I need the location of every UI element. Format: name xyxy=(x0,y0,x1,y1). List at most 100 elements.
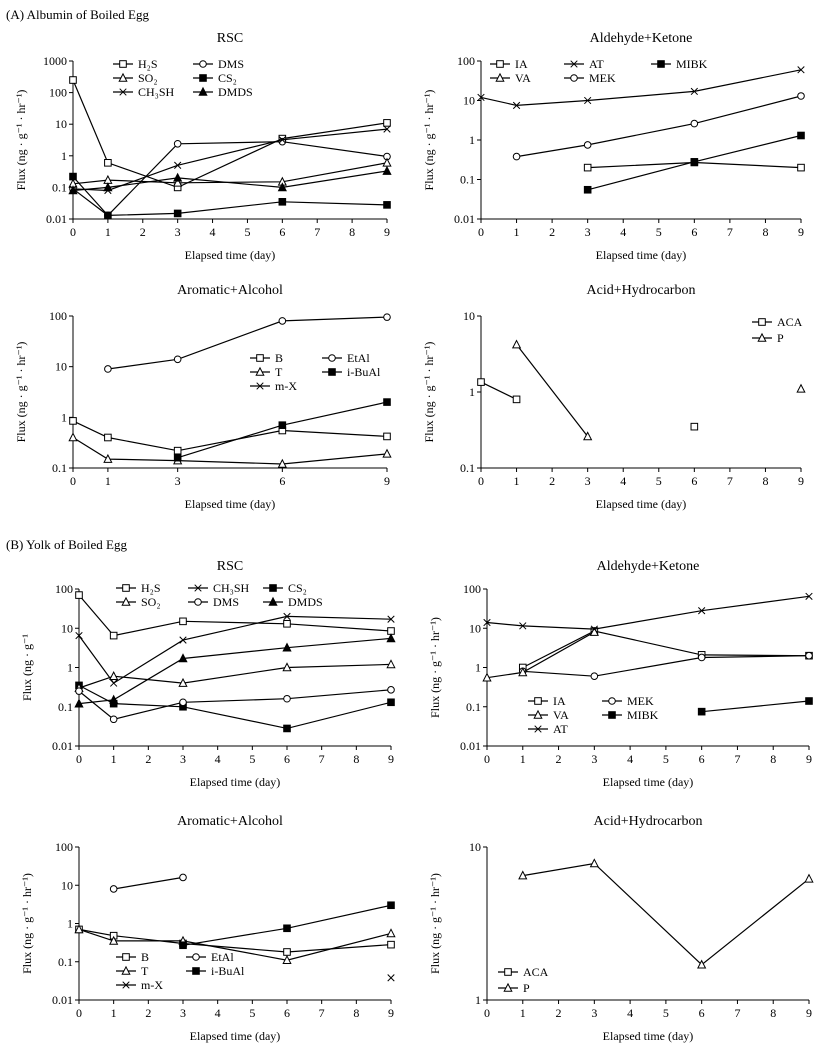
data-point xyxy=(282,662,292,672)
data-point xyxy=(805,592,813,600)
chart-title: Acid+Hydrocarbon xyxy=(587,283,696,298)
x-axis-label: Elapsed time (day) xyxy=(190,1029,281,1043)
data-point xyxy=(386,659,396,669)
data-point xyxy=(386,633,396,643)
x-axis-label: Elapsed time (day) xyxy=(603,775,694,789)
chart-A1: RSC 0.01 0.1 1 10 100 1000 0 1 2 3 4 5 6 7 8 9 Elapsed ti… xyxy=(14,31,392,262)
legend-label: EtAl xyxy=(347,351,370,365)
series-1 xyxy=(75,612,395,687)
y-tick-label: 100 xyxy=(49,309,67,323)
legend-marker xyxy=(269,584,277,592)
data-point xyxy=(483,618,491,627)
x-tick-label: 8 xyxy=(770,1006,776,1020)
legend-marker xyxy=(503,982,513,992)
chart-title: Aldehyde+Ketone xyxy=(597,559,700,574)
legend-label: H₂S xyxy=(138,57,158,71)
y-axis-label: Flux (ng · g⁻¹ · hr⁻¹) xyxy=(422,90,436,191)
data-point xyxy=(590,625,598,633)
y-tick-label: 10 xyxy=(469,621,481,635)
x-tick-label: 5 xyxy=(663,1006,669,1020)
series-4 xyxy=(512,92,805,161)
legend: H₂S CH₃SH CS₂ SO₂ DMS DMDS xyxy=(116,581,323,609)
x-tick-label: 4 xyxy=(210,225,216,239)
data-point xyxy=(477,378,485,386)
data-point xyxy=(104,365,112,373)
data-point xyxy=(278,421,287,429)
y-tick-label: 0.1 xyxy=(52,180,67,194)
chart-title: RSC xyxy=(217,559,243,574)
y-tick-label: 10 xyxy=(55,117,67,131)
legend-marker xyxy=(192,953,200,961)
x-tick-label: 5 xyxy=(663,752,669,766)
series-line xyxy=(480,381,517,400)
data-point xyxy=(174,161,182,169)
x-tick-label: 2 xyxy=(145,752,151,766)
x-axis-label: Elapsed time (day) xyxy=(185,497,276,511)
series-line xyxy=(78,615,392,684)
legend-label: SO₂ xyxy=(138,71,158,85)
data-point xyxy=(690,158,699,166)
series-1 xyxy=(109,873,187,893)
x-tick-label: 3 xyxy=(175,474,181,488)
data-point xyxy=(383,398,391,406)
series-1 xyxy=(104,313,391,373)
legend: B EtAl T i-BuAl m-X xyxy=(116,950,245,992)
data-point xyxy=(382,165,392,175)
series-2 xyxy=(68,432,392,468)
legend-marker xyxy=(657,60,665,68)
x-tick-label: 0 xyxy=(484,752,490,766)
data-point xyxy=(179,636,187,644)
legend: B EtAl T i-BuAl m-X xyxy=(250,351,381,393)
section-title-albumin: (A) Albumin of Boiled Egg xyxy=(6,7,149,22)
legend-label: ACA xyxy=(523,965,549,979)
data-point xyxy=(278,317,287,325)
chart-A4: Acid+Hydrocarbon 0.1 1 10 0 1 2 3 4 5 6 7 8 9 Elapsed … xyxy=(422,283,806,511)
x-tick-label: 9 xyxy=(806,752,812,766)
x-tick-label: 3 xyxy=(591,1006,597,1020)
legend-marker xyxy=(504,968,512,976)
data-point xyxy=(103,453,113,463)
legend-label: i-BuAl xyxy=(211,964,245,978)
legend-label: IA xyxy=(553,694,566,708)
data-point xyxy=(283,948,291,956)
x-tick-label: 7 xyxy=(314,225,320,239)
y-tick-label: 1000 xyxy=(43,54,67,68)
x-tick-label: 4 xyxy=(215,752,221,766)
legend-marker xyxy=(570,74,578,82)
legend-marker xyxy=(255,366,265,376)
data-point xyxy=(697,707,706,716)
legend-marker xyxy=(495,72,505,82)
x-tick-label: 6 xyxy=(699,1006,705,1020)
x-tick-label: 7 xyxy=(727,474,733,488)
x-axis-label: Elapsed time (day) xyxy=(603,1029,694,1043)
series-2 xyxy=(68,157,392,188)
series-1 xyxy=(518,651,813,681)
y-tick-label: 0.01 xyxy=(52,739,73,753)
legend-marker xyxy=(534,725,542,733)
x-tick-label: 2 xyxy=(556,1006,562,1020)
data-point xyxy=(109,694,119,704)
data-point xyxy=(178,677,188,687)
legend-marker xyxy=(121,965,131,975)
x-tick-label: 7 xyxy=(319,1006,325,1020)
data-point xyxy=(583,431,593,441)
x-tick-label: 2 xyxy=(549,225,555,239)
x-tick-label: 6 xyxy=(279,474,285,488)
chart-title: Aromatic+Alcohol xyxy=(177,283,283,298)
x-tick-label: 6 xyxy=(699,752,705,766)
x-tick-label: 9 xyxy=(388,752,394,766)
data-point xyxy=(109,671,119,681)
legend-marker xyxy=(256,354,264,362)
y-tick-label: 10 xyxy=(469,840,481,854)
data-point xyxy=(482,672,492,682)
data-point xyxy=(109,715,118,724)
series-2 xyxy=(482,626,599,682)
data-point xyxy=(383,432,391,441)
series-0 xyxy=(69,417,391,455)
y-tick-label: 0.1 xyxy=(460,173,475,187)
y-axis-label: Flux (ng · g⁻¹ · hr⁻¹) xyxy=(14,342,28,443)
legend-label: MEK xyxy=(627,694,654,708)
data-point xyxy=(797,92,805,100)
x-tick-label: 5 xyxy=(249,752,255,766)
x-tick-label: 7 xyxy=(319,752,325,766)
